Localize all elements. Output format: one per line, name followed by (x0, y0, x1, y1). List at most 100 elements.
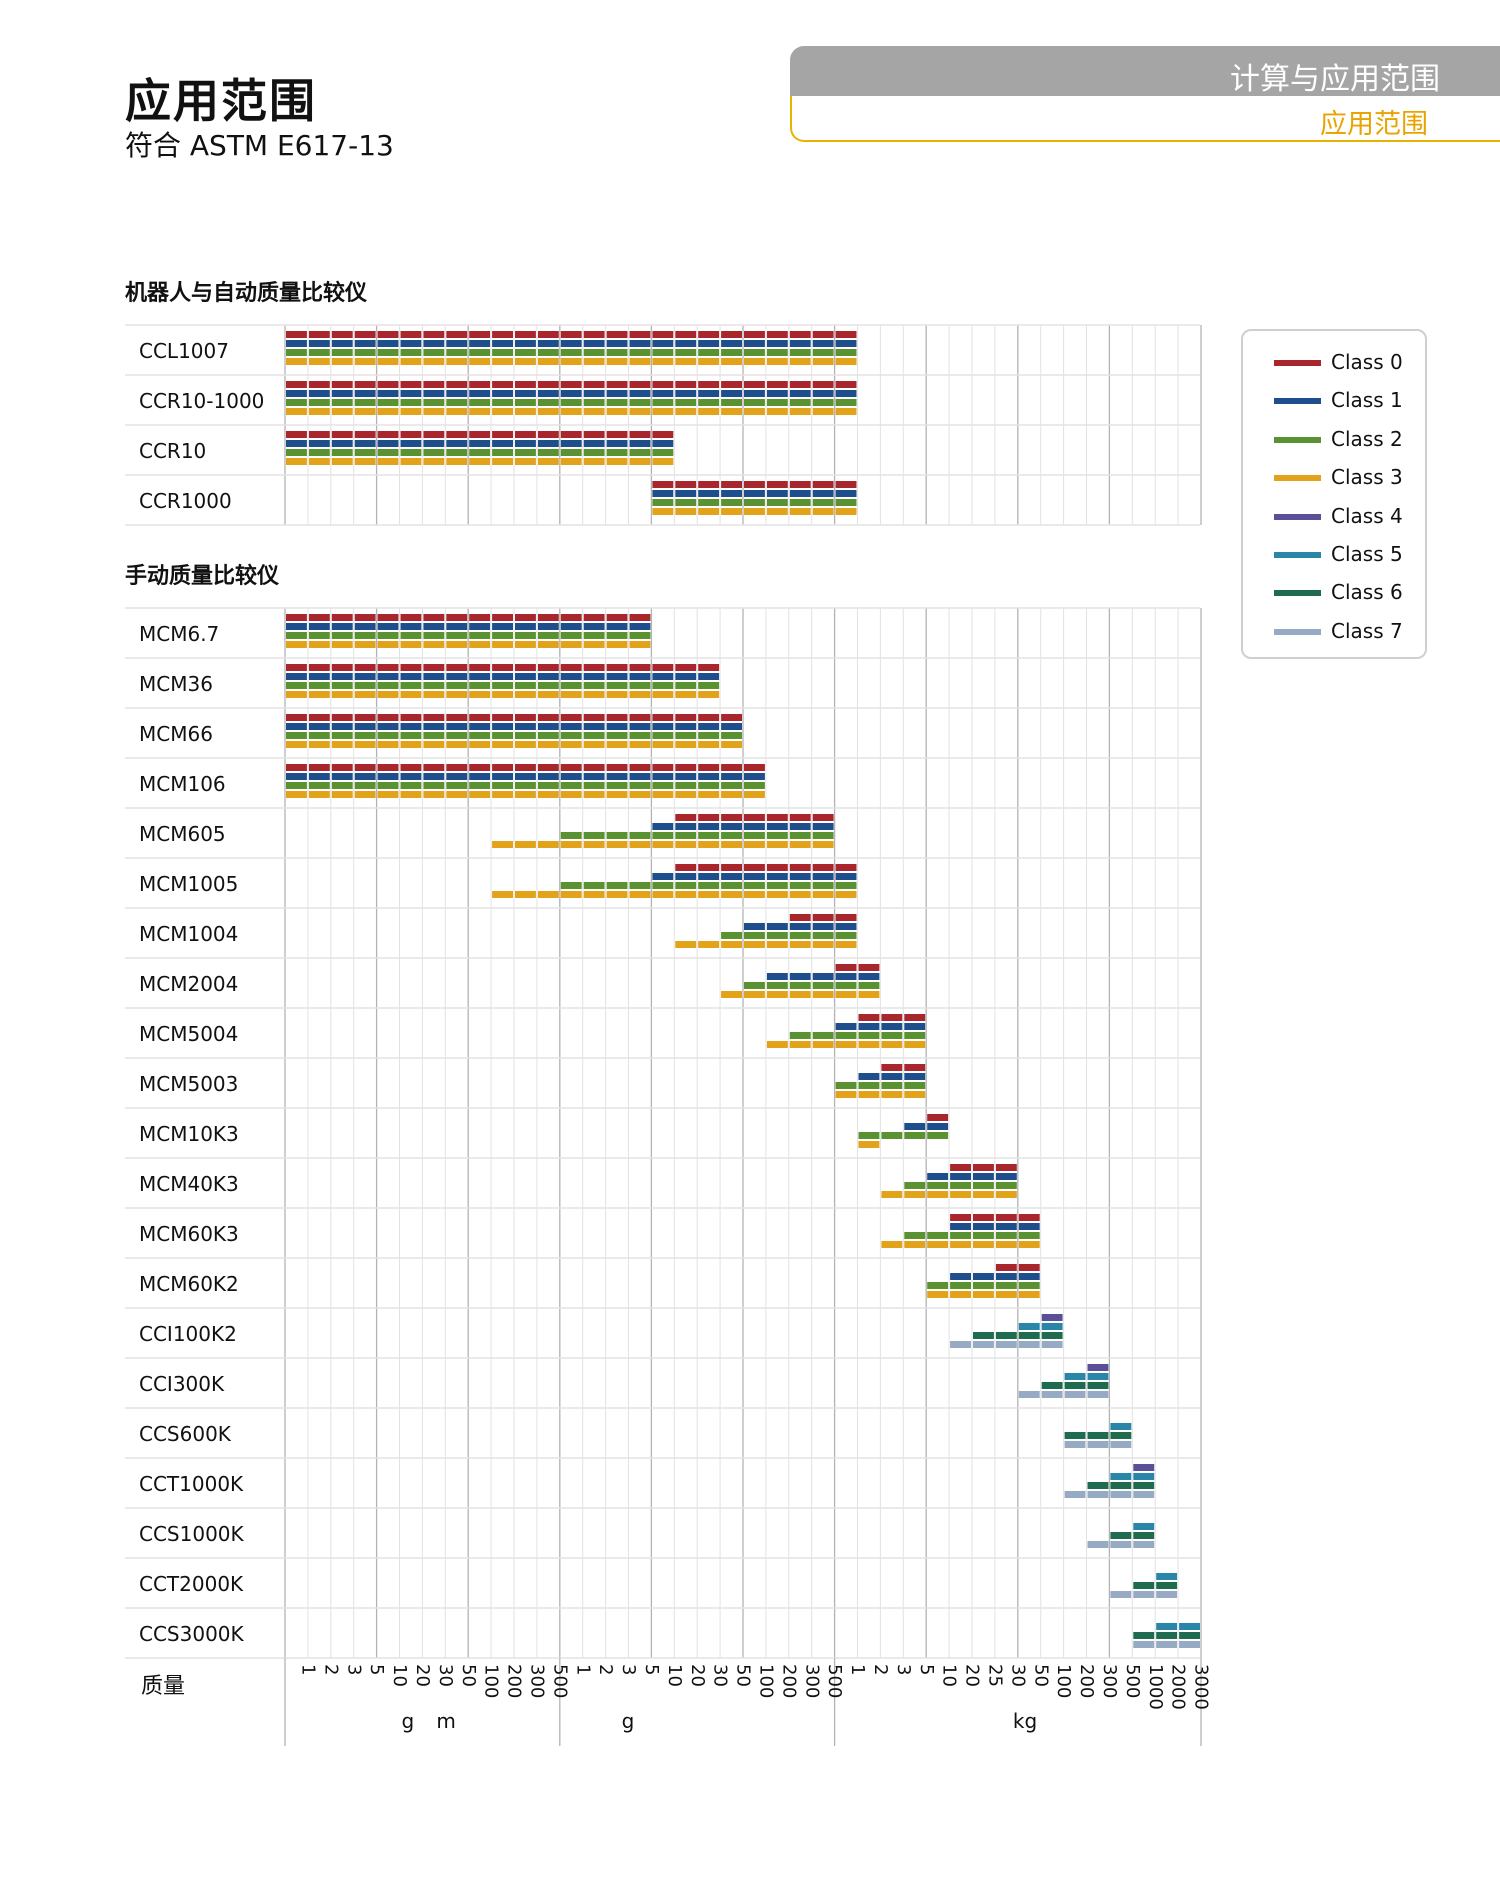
range-bar-class-2 (492, 449, 513, 456)
instrument-label: MCM36 (139, 672, 213, 696)
range-bar-class-2 (537, 732, 559, 739)
range-bar-class-0 (652, 331, 674, 338)
range-bar-class-2 (560, 449, 582, 456)
range-bar-class-3 (698, 741, 720, 748)
range-bar-class-1 (904, 1123, 926, 1130)
range-bar-class-0 (400, 331, 422, 338)
range-bar-class-1 (881, 1073, 903, 1080)
range-bar-class-0 (812, 864, 834, 871)
range-bar-class-1 (606, 623, 628, 630)
range-bar-class-3 (1018, 1241, 1040, 1248)
range-bar-class-1 (560, 623, 582, 630)
range-bar-class-0 (698, 331, 720, 338)
range-bar-class-1 (606, 440, 628, 447)
instrument-row-bars (766, 1014, 926, 1048)
range-bar-class-3 (583, 408, 605, 415)
range-bar-class-3 (904, 1191, 926, 1198)
range-bar-class-3 (423, 641, 445, 648)
range-bar-class-0 (377, 764, 399, 771)
range-bar-class-2 (469, 782, 491, 789)
range-bar-class-2 (308, 782, 330, 789)
range-bar-class-1 (560, 390, 582, 397)
range-bar-class-3 (1018, 1291, 1040, 1298)
instrument-row-bars (286, 664, 720, 698)
range-bar-class-2 (606, 449, 628, 456)
range-bar-class-1 (812, 390, 834, 397)
range-bar-class-1 (331, 440, 353, 447)
range-bar-class-2 (904, 1182, 926, 1189)
range-bar-class-2 (583, 882, 605, 889)
range-bar-class-1 (675, 673, 697, 680)
range-bar-class-7 (1087, 1391, 1109, 1398)
range-bar-class-3 (789, 408, 811, 415)
range-bar-class-1 (973, 1223, 994, 1230)
instrument-row-bars (950, 1314, 1063, 1348)
range-bar-class-3 (537, 458, 559, 465)
range-bar-class-3 (629, 358, 651, 365)
range-bar-class-3 (400, 691, 422, 698)
range-bar-class-0 (721, 864, 742, 871)
range-bar-class-0 (446, 431, 468, 438)
range-bar-class-2 (835, 1032, 857, 1039)
range-bar-class-3 (286, 641, 307, 648)
range-bar-class-2 (744, 832, 765, 839)
range-bar-class-1 (331, 340, 353, 347)
legend-item: Class 1 (1243, 386, 1429, 416)
range-bar-class-7 (1133, 1591, 1155, 1598)
range-bar-class-3 (904, 1241, 926, 1248)
instrument-row-bars (1064, 1423, 1132, 1448)
range-bar-class-0 (515, 381, 536, 388)
range-bar-class-0 (812, 914, 834, 921)
range-bar-class-1 (652, 873, 674, 880)
range-bar-class-0 (812, 331, 834, 338)
range-bar-class-2 (835, 932, 857, 939)
range-bar-class-0 (286, 714, 307, 721)
x-unit-label: kg (1013, 1709, 1037, 1733)
range-bar-class-0 (331, 431, 353, 438)
range-bar-class-7 (1087, 1541, 1109, 1548)
legend-label: Class 4 (1331, 503, 1403, 528)
range-bar-class-1 (515, 723, 536, 730)
range-bar-class-2 (331, 449, 353, 456)
instrument-row-bars (652, 481, 857, 515)
page-title: 应用范围 (125, 74, 317, 128)
x-tick-label: 500 (824, 1664, 845, 1698)
range-bar-class-0 (446, 764, 468, 771)
range-bar-class-1 (927, 1173, 949, 1180)
x-tick-label: 300 (1099, 1664, 1120, 1698)
range-bar-class-3 (446, 791, 468, 798)
range-bar-class-0 (331, 764, 353, 771)
range-bar-class-0 (904, 1014, 926, 1021)
range-bar-class-5 (1133, 1523, 1155, 1530)
x-tick-label: 100 (1053, 1664, 1074, 1698)
range-bar-class-1 (308, 673, 330, 680)
legend-swatch (1274, 475, 1321, 482)
range-bar-class-3 (492, 691, 513, 698)
range-bar-class-3 (927, 1291, 949, 1298)
range-bar-class-1 (675, 390, 697, 397)
range-bar-class-0 (652, 714, 674, 721)
x-tick-label: 20 (962, 1664, 983, 1687)
instrument-row-bars (1110, 1573, 1178, 1598)
range-bar-class-2 (698, 732, 720, 739)
range-bar-class-0 (560, 331, 582, 338)
range-bar-class-3 (469, 791, 491, 798)
range-bar-class-1 (744, 823, 765, 830)
range-bar-class-2 (858, 1082, 880, 1089)
x-tick-label: 5 (641, 1664, 662, 1675)
x-tick-label: 500 (1122, 1664, 1143, 1698)
range-bar-class-2 (423, 632, 445, 639)
range-bar-class-0 (469, 431, 491, 438)
range-bar-class-2 (446, 349, 468, 356)
x-tick-label: 50 (458, 1664, 479, 1687)
range-bar-class-0 (560, 614, 582, 621)
range-bar-class-3 (400, 358, 422, 365)
range-bar-class-7 (1110, 1541, 1132, 1548)
range-bar-class-3 (560, 458, 582, 465)
range-bar-class-2 (286, 399, 307, 406)
range-bar-class-6 (973, 1332, 994, 1339)
page-subtitle: 符合 ASTM E617-13 (125, 129, 394, 162)
range-bar-class-1 (583, 723, 605, 730)
range-bar-class-0 (698, 481, 720, 488)
range-bar-class-0 (973, 1164, 994, 1171)
